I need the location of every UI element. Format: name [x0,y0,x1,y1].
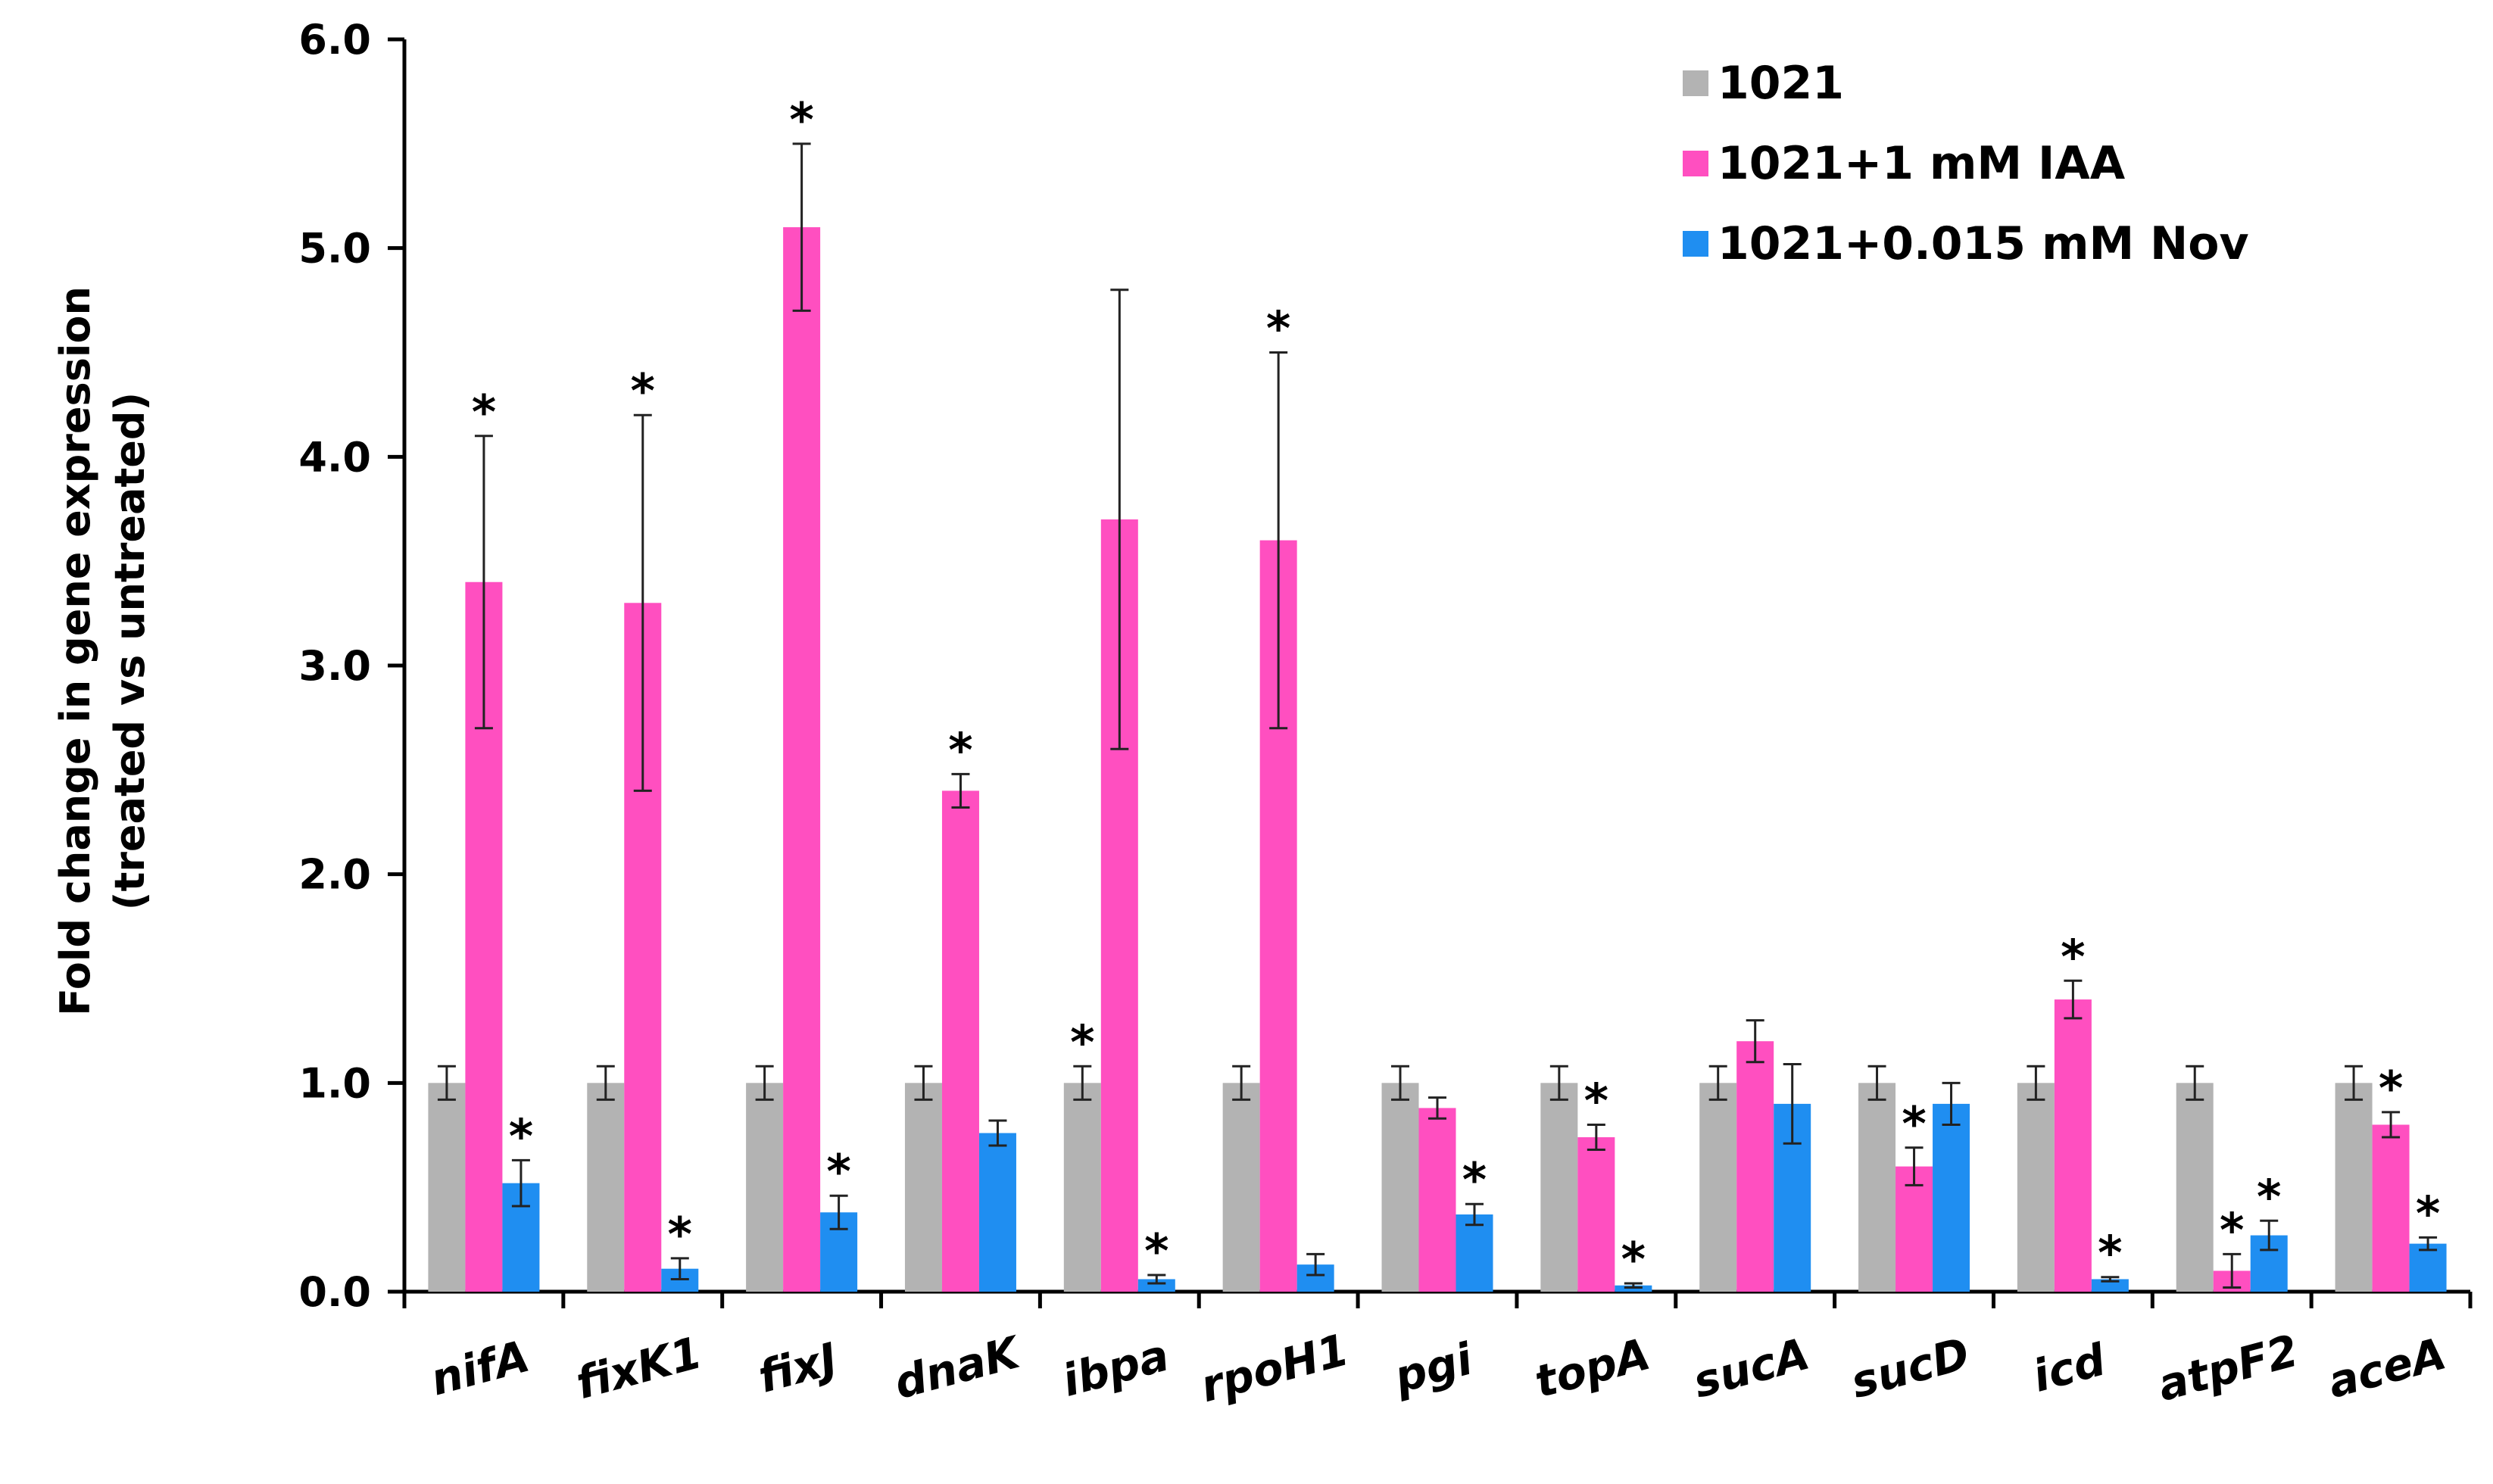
legend-label-0: 1021 [1718,57,1844,110]
legend-label-2: 1021+0.015 mM Nov [1718,217,2249,270]
bar-aceA-0 [2335,1083,2373,1292]
bar-sucD-2 [1933,1103,1970,1292]
x-tick-label-fixJ: fixJ [753,1333,843,1403]
bar-aceA-2 [2409,1243,2447,1292]
legend-label-1: 1021+1 mM IAA [1718,137,2126,190]
x-tick-label-fixK1: fixK1 [570,1327,707,1409]
y-tick-label: 2.0 [298,851,371,899]
legend-swatch-1 [1683,151,1708,176]
y-tick-label: 6.0 [298,16,371,64]
bar-pgi-1 [1418,1108,1456,1292]
x-tick-label-sucA: sucA [1688,1328,1814,1408]
legend: 1021 1021+1 mM IAA 1021+0.015 mM Nov [1683,57,2249,270]
bar-ibpa-0 [1063,1083,1101,1292]
significance-star: * [1144,1224,1168,1279]
significance-star: * [948,722,972,778]
significance-star: * [509,1108,533,1164]
bar-icd-1 [2054,999,2092,1292]
significance-star: * [668,1207,692,1262]
significance-star: * [2416,1186,2440,1241]
bar-rpoH1-0 [1222,1083,1260,1292]
x-tick-label-nifA: nifA [426,1330,535,1406]
bar-topA-0 [1540,1083,1578,1292]
legend-swatch-0 [1683,70,1708,96]
y-tick-label: 1.0 [298,1059,371,1107]
significance-star: * [1462,1152,1487,1208]
x-tick-label-sucD: sucD [1846,1327,1975,1408]
bar-fixJ-1 [783,227,821,1292]
bar-dnaK-1 [941,790,979,1292]
y-tick-label: 5.0 [298,225,371,273]
bar-pgi-2 [1456,1214,1493,1292]
bar-ibpa-2 [1137,1279,1175,1292]
bar-sucA-0 [1699,1083,1737,1292]
x-tick-label-dnaK: dnaK [889,1326,1028,1409]
significance-star: * [1621,1232,1646,1287]
significance-star: * [2379,1061,2403,1116]
bar-fixJ-0 [746,1083,784,1292]
bar-topA-1 [1577,1137,1615,1292]
significance-star: * [789,92,813,148]
y-axis-ticks: 0.0 1.0 2.0 3.0 4.0 5.0 6.0 [298,16,404,1316]
bar-dnaK-2 [978,1133,1016,1292]
significance-star: * [2061,929,2085,984]
x-tick-label-ibpa: ibpa [1057,1329,1175,1406]
y-tick-label: 0.0 [298,1268,371,1316]
x-tick-label-topA: topA [1530,1328,1655,1408]
bar-nifA-0 [428,1083,466,1292]
bar-aceA-1 [2372,1124,2410,1292]
significance-star: * [1266,301,1290,357]
bar-atpF2-0 [2176,1083,2214,1292]
y-axis-title: Fold change in gene expression (treated … [51,286,154,1016]
significance-star: * [2220,1202,2244,1258]
significance-star: * [826,1144,850,1199]
bar-dnaK-0 [904,1083,942,1292]
y-axis-title-line2: (treated vs untreated) [106,392,154,910]
bar-icd-0 [2017,1083,2055,1292]
significance-star: * [1902,1096,1926,1152]
bar-sucD-1 [1895,1166,1933,1292]
x-tick-label-icd: icd [2027,1333,2111,1402]
x-tick-label-atpF2: atpF2 [2152,1324,2304,1411]
bar-sucA-1 [1736,1041,1774,1292]
y-tick-label: 4.0 [298,433,371,481]
bar-sucD-0 [1858,1083,1896,1292]
significance-star: * [1584,1073,1608,1128]
bar-icd-2 [2091,1279,2129,1292]
x-tick-label-rpoH1: rpoH1 [1195,1323,1354,1412]
x-axis-labels: nifA fixK1 fixJ dnaK ibpa rpoH1 pgi topA sucA suc… [426,1323,2451,1412]
significance-star: * [472,385,496,440]
bar-pgi-0 [1381,1083,1419,1292]
bar-fixK1-0 [587,1083,625,1292]
x-tick-label-aceA: aceA [2323,1327,2451,1408]
significance-star: * [631,363,655,419]
y-axis-title-line1: Fold change in gene expression [51,286,99,1016]
significance-star: * [1070,1015,1094,1070]
error-bars [437,142,2438,1289]
significance-star: * [2098,1226,2122,1281]
y-tick-label: 3.0 [298,642,371,690]
legend-swatch-2 [1683,231,1708,257]
significance-markers: *************** ***** [472,92,2441,1287]
x-tick-label-pgi: pgi [1388,1333,1478,1403]
bars [428,227,2447,1292]
significance-star: * [2257,1169,2281,1224]
